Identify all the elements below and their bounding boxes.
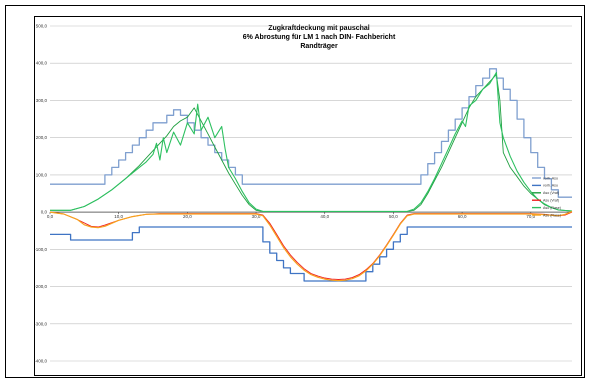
- x-tick-label-1: 10,0: [114, 214, 123, 219]
- y-tick-label-3: 200,0: [36, 135, 48, 140]
- x-tick-label-3: 30,0: [252, 214, 261, 219]
- chart-title: Zugkraftdeckung mit pauschal 6% Abrostun…: [243, 25, 396, 50]
- y-tick-label-4: 100,0: [36, 172, 48, 177]
- y-tick-label-0: 500,0: [36, 24, 48, 29]
- legend: vorh. Aso vorh. Asu Aso (Vraf) Asu (Vraf) As…: [532, 176, 561, 217]
- series-line-5: [49, 210, 573, 282]
- grid-lines: [49, 25, 572, 362]
- y-tick-label-9: -400,0: [34, 359, 47, 364]
- series-lines: [49, 68, 573, 282]
- x-tick-label-0: 0,0: [47, 214, 54, 219]
- chart-frame: [5, 5, 585, 378]
- chart-title-line-1: Zugkraftdeckung mit pauschal: [268, 25, 370, 32]
- legend-label-2: Aso (Vraf): [543, 191, 559, 195]
- y-tick-label-8: -300,0: [34, 321, 47, 326]
- axis-labels: 500,0 400,0 300,0 200,0 100,0 0,0 -100,0 -200,0…: [34, 24, 535, 364]
- series-line-3: [49, 211, 573, 280]
- legend-label-1: vorh. Asu: [543, 184, 558, 188]
- y-tick-label-7: -200,0: [34, 284, 47, 289]
- y-tick-label-6: -100,0: [34, 247, 47, 252]
- series-line-4: [50, 71, 573, 212]
- y-tick-label-5: 0,0: [41, 210, 48, 215]
- legend-label-0: vorh. Aso: [543, 176, 558, 180]
- legend-label-5: Asu (Rase): [543, 213, 561, 217]
- legend-label-4: Aso (Rase): [543, 206, 561, 210]
- y-tick-label-2: 300,0: [36, 98, 48, 103]
- series-line-2: [50, 73, 573, 212]
- x-tick-label-4: 40,0: [320, 214, 329, 219]
- x-tick-label-6: 60,0: [458, 214, 467, 219]
- x-tick-label-2: 20,0: [183, 214, 192, 219]
- plot-area-border: [34, 16, 582, 376]
- x-tick-label-5: 50,0: [389, 214, 398, 219]
- chart-title-line-2: 6% Abrostung für LM 1 nach DIN- Fachberi…: [243, 34, 396, 41]
- series-line-1: [50, 226, 572, 282]
- chart-title-line-3: Randträger: [300, 43, 338, 50]
- legend-label-3: Asu (Vraf): [543, 199, 559, 203]
- series-line-0: [50, 68, 572, 198]
- y-tick-label-1: 400,0: [36, 61, 48, 66]
- x-tick-label-7: 70,0: [526, 214, 535, 219]
